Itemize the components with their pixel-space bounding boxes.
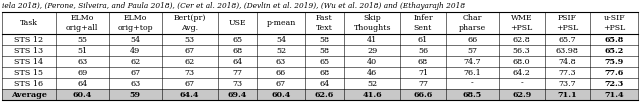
Text: Task: Task [20, 19, 38, 27]
Text: 29: 29 [367, 46, 378, 55]
Text: 68: 68 [418, 57, 428, 66]
Text: 54: 54 [130, 36, 140, 43]
Text: 71: 71 [418, 69, 428, 76]
Text: 74.8: 74.8 [559, 57, 576, 66]
Text: Infer
Sent: Infer Sent [413, 14, 433, 32]
Text: 77: 77 [232, 69, 243, 76]
Text: 72.3: 72.3 [604, 80, 624, 87]
Text: 68: 68 [232, 46, 243, 55]
Text: 73.7: 73.7 [559, 80, 576, 87]
Text: WME
+PSL: WME +PSL [511, 14, 533, 32]
Text: 40: 40 [367, 57, 378, 66]
Text: 51: 51 [77, 46, 87, 55]
Text: 60.4: 60.4 [72, 90, 92, 98]
Text: 58: 58 [319, 46, 330, 55]
Text: 65.8: 65.8 [604, 36, 624, 43]
Text: p-mean: p-mean [266, 19, 296, 27]
Text: 64.4: 64.4 [180, 90, 200, 98]
Text: Skip
Thoughts: Skip Thoughts [353, 14, 391, 32]
Text: 41: 41 [367, 36, 378, 43]
Text: Fast
Text: Fast Text [316, 14, 333, 32]
Text: -: - [471, 80, 474, 87]
Text: 68: 68 [319, 69, 330, 76]
Text: 56.3: 56.3 [513, 46, 531, 55]
Text: 64: 64 [319, 80, 330, 87]
Text: 49: 49 [130, 46, 140, 55]
Text: PSIF
+PSL: PSIF +PSL [556, 14, 579, 32]
Text: 55: 55 [77, 36, 87, 43]
Text: 67: 67 [130, 69, 140, 76]
Text: 65.7: 65.7 [559, 36, 576, 43]
Text: 65: 65 [232, 36, 243, 43]
Text: STS 12: STS 12 [14, 36, 44, 43]
Text: 46: 46 [367, 69, 378, 76]
Text: STS 14: STS 14 [14, 57, 44, 66]
Text: 52: 52 [367, 80, 378, 87]
Text: iela 2018), (Perone, Silveira, and Paula 2018), (Cer et al. 2018), (Devlin et al: iela 2018), (Perone, Silveira, and Paula… [2, 2, 465, 10]
Text: STS 16: STS 16 [14, 80, 44, 87]
Text: 73: 73 [232, 80, 243, 87]
Text: u-SIF
+PSL: u-SIF +PSL [603, 14, 625, 32]
Text: 68.0: 68.0 [513, 57, 531, 66]
Text: 66: 66 [467, 36, 477, 43]
Text: 77: 77 [418, 80, 428, 87]
Text: USE: USE [228, 19, 246, 27]
Text: STS 13: STS 13 [14, 46, 44, 55]
Text: ELMo
orig+all: ELMo orig+all [66, 14, 99, 32]
Text: 67: 67 [276, 80, 286, 87]
Text: 69: 69 [77, 69, 88, 76]
Text: 52: 52 [276, 46, 286, 55]
Text: 57: 57 [467, 46, 477, 55]
Text: 66: 66 [276, 69, 286, 76]
Text: 53: 53 [185, 36, 195, 43]
Text: 63: 63 [130, 80, 140, 87]
Text: 75.9: 75.9 [604, 57, 624, 66]
Text: 73: 73 [185, 69, 195, 76]
Bar [2, 89, 638, 100]
Text: 61: 61 [418, 36, 428, 43]
Text: 63: 63 [77, 57, 88, 66]
Text: 67: 67 [185, 80, 195, 87]
Text: 59: 59 [130, 90, 141, 98]
Text: 76.1: 76.1 [463, 69, 481, 76]
Text: 63.98: 63.98 [556, 46, 579, 55]
Text: 54: 54 [276, 36, 286, 43]
Text: 58: 58 [319, 36, 330, 43]
Text: 68.5: 68.5 [463, 90, 482, 98]
Text: 66.6: 66.6 [413, 90, 433, 98]
Text: 41.6: 41.6 [362, 90, 382, 98]
Text: 65: 65 [319, 57, 330, 66]
Text: Bert(pr)
Avg.: Bert(pr) Avg. [173, 14, 206, 32]
Text: 56: 56 [418, 46, 428, 55]
Text: 60.4: 60.4 [271, 90, 291, 98]
Text: 62: 62 [184, 57, 195, 66]
Text: -: - [520, 80, 523, 87]
Text: 62.6: 62.6 [315, 90, 334, 98]
Text: 77.3: 77.3 [559, 69, 576, 76]
Text: Average: Average [11, 90, 47, 98]
Text: 74.7: 74.7 [463, 57, 481, 66]
Text: 69.4: 69.4 [228, 90, 247, 98]
Text: 67: 67 [185, 46, 195, 55]
Text: 62: 62 [130, 57, 140, 66]
Text: 64.2: 64.2 [513, 69, 531, 76]
Text: 62.8: 62.8 [513, 36, 531, 43]
Text: 64: 64 [232, 57, 243, 66]
Text: 63: 63 [276, 57, 286, 66]
Text: 65.2: 65.2 [604, 46, 624, 55]
Text: ELMo
orig+top: ELMo orig+top [117, 14, 153, 32]
Text: 64: 64 [77, 80, 88, 87]
Text: Char
pharse: Char pharse [459, 14, 486, 32]
Text: 71.4: 71.4 [604, 90, 624, 98]
Text: STS 15: STS 15 [14, 69, 44, 76]
Text: 77.6: 77.6 [604, 69, 624, 76]
Text: 62.9: 62.9 [512, 90, 531, 98]
Text: 71.1: 71.1 [557, 90, 577, 98]
